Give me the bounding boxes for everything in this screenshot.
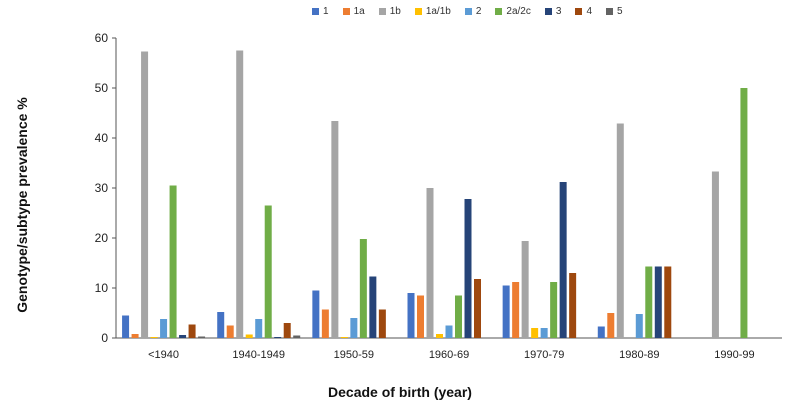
bar-3-1 — [417, 295, 424, 338]
legend-label: 2 — [475, 6, 482, 17]
bar-6-2 — [711, 171, 719, 338]
legend-item-5: 2a/2c — [495, 6, 531, 17]
bar-4-7 — [569, 273, 577, 338]
bar-0-4 — [160, 319, 168, 338]
y-tick-label: 50 — [95, 81, 109, 95]
x-tick-label: 1980-89 — [619, 349, 659, 361]
bar-2-7 — [378, 309, 386, 338]
bar-4-1 — [512, 282, 520, 338]
legend-item-7: 4 — [575, 6, 592, 17]
legend-swatch — [414, 8, 422, 15]
bar-0-8 — [198, 336, 206, 338]
legend-label: 3 — [555, 6, 562, 17]
bar-1-6 — [274, 337, 282, 338]
y-tick-label: 60 — [95, 31, 109, 45]
bar-0-6 — [179, 335, 187, 338]
legend-label: 1a/1b — [425, 6, 451, 17]
y-axis-title: Genotype/subtype prevalence % — [14, 97, 30, 313]
y-tick-label: 20 — [95, 231, 109, 245]
x-tick-label: 1990-99 — [714, 349, 754, 361]
bar-0-3 — [150, 337, 158, 338]
x-tick-label: 1950-59 — [334, 349, 374, 361]
bar-2-6 — [369, 276, 377, 338]
legend-swatch — [464, 8, 472, 15]
bar-2-3 — [340, 337, 348, 338]
bar-1-1 — [226, 325, 234, 338]
bar-3-3 — [436, 334, 443, 338]
bar-1-5 — [264, 205, 272, 338]
x-tick-label: 1960-69 — [429, 349, 469, 361]
y-tick-label: 10 — [95, 281, 109, 295]
legend-label: 1 — [323, 6, 329, 17]
legend-label: 4 — [586, 6, 592, 17]
bar-2-1 — [321, 309, 329, 338]
bar-5-2 — [616, 123, 624, 338]
bar-0-5 — [169, 185, 177, 338]
legend-label: 5 — [617, 6, 623, 17]
bar-2-5 — [359, 239, 367, 338]
bar-3-5 — [455, 295, 462, 338]
x-tick-label: 1940-1949 — [232, 349, 285, 361]
bar-4-0 — [502, 285, 510, 338]
legend-swatch — [378, 8, 386, 15]
bar-1-8 — [293, 335, 301, 338]
x-tick-label: 1970-79 — [524, 349, 564, 361]
legend-item-2: 1b — [378, 6, 401, 17]
legend-item-3: 1a/1b — [414, 6, 451, 17]
bar-5-5 — [645, 266, 653, 338]
bar-1-2 — [236, 50, 244, 338]
bar-1-0 — [217, 312, 225, 338]
legend-swatch — [606, 8, 613, 15]
bar-3-6 — [464, 199, 472, 338]
bar-2-0 — [312, 290, 320, 338]
bar-4-6 — [559, 182, 567, 338]
legend-item-4: 2 — [464, 6, 482, 17]
x-axis-title: Decade of birth (year) — [328, 384, 472, 400]
x-tick-label: <1940 — [148, 349, 179, 361]
legend-swatch — [342, 8, 350, 15]
y-tick-label: 40 — [95, 131, 109, 145]
bar-1-3 — [245, 334, 253, 338]
bar-3-7 — [474, 279, 481, 338]
bar-5-6 — [654, 266, 662, 338]
bar-4-5 — [550, 282, 558, 338]
bar-0-7 — [188, 324, 196, 338]
bar-3-2 — [426, 188, 434, 338]
bar-5-4 — [635, 314, 643, 338]
legend-swatch — [575, 8, 583, 15]
legend-label: 1b — [389, 6, 401, 17]
bar-4-2 — [521, 241, 529, 338]
legend-item-0: 1 — [312, 6, 329, 17]
bar-5-0 — [597, 326, 605, 338]
y-tick-label: 30 — [95, 181, 109, 195]
bar-3-4 — [445, 325, 453, 338]
legend-swatch — [312, 8, 319, 15]
legend-swatch — [495, 8, 503, 15]
legend-item-6: 3 — [544, 6, 562, 17]
bar-2-4 — [350, 318, 358, 338]
bar-5-7 — [664, 266, 672, 338]
bar-6-5 — [740, 88, 748, 338]
legend-label: 1a — [353, 6, 365, 17]
chart-legend: 1 1a 1b 1a/1b 2 2a/2c 3 4 5 — [312, 6, 623, 17]
bar-0-2 — [141, 51, 149, 338]
legend-item-8: 5 — [606, 6, 623, 17]
legend-item-1: 1a — [342, 6, 365, 17]
y-tick-label: 0 — [101, 331, 108, 345]
bar-1-4 — [255, 319, 263, 338]
bar-0-0 — [122, 315, 130, 338]
bar-4-3 — [531, 328, 539, 338]
legend-swatch — [544, 8, 552, 15]
bar-2-2 — [331, 121, 339, 338]
bar-5-1 — [607, 313, 615, 338]
legend-label: 2a/2c — [506, 6, 531, 17]
bar-1-7 — [283, 323, 291, 338]
bar-4-4 — [540, 328, 548, 338]
bar-0-1 — [131, 334, 139, 338]
bar-3-0 — [407, 293, 415, 338]
